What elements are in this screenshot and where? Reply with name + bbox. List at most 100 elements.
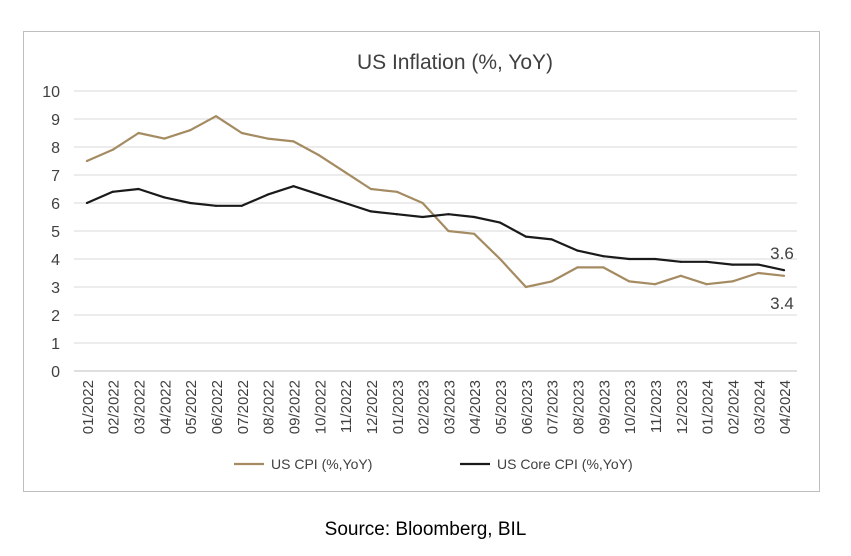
x-tick-label: 07/2023 — [545, 380, 562, 434]
x-tick-label: 03/2023 — [441, 380, 458, 434]
data-point — [653, 257, 657, 261]
x-tick-label: 05/2022 — [183, 380, 200, 434]
data-point — [421, 201, 424, 205]
x-axis-ticks: 01/2022 02/2022 03/2022 04/2022 05/2022 06/20… — [80, 380, 794, 434]
data-point — [731, 280, 734, 283]
chart-canvas: US Inflation (%, YoY) 0 1 2 3 4 5 6 7 8 9 10 01/20… — [42, 51, 797, 472]
data-point — [318, 193, 321, 196]
data-point — [85, 159, 89, 163]
legend-label: US Core CPI (%,YoY) — [497, 456, 633, 472]
x-tick-label: 01/2024 — [700, 380, 717, 434]
data-point — [240, 131, 243, 135]
data-point — [653, 283, 657, 286]
data-point — [189, 129, 192, 132]
data-point — [782, 269, 786, 272]
data-point — [344, 201, 347, 205]
data-point — [137, 187, 140, 191]
x-tick-label: 03/2022 — [132, 380, 149, 434]
x-tick-label: 02/2023 — [416, 380, 433, 434]
data-point — [705, 260, 708, 263]
y-tick-label: 1 — [51, 336, 60, 353]
source-note: Source: Bloomberg, BIL — [324, 519, 527, 540]
data-point — [550, 238, 553, 241]
x-tick-label: 10/2023 — [622, 380, 639, 434]
x-tick-label: 12/2022 — [364, 380, 381, 434]
legend-label: US CPI (%,YoY) — [271, 456, 372, 472]
data-point — [576, 266, 579, 269]
x-tick-label: 08/2023 — [571, 380, 588, 434]
data-point — [498, 257, 502, 261]
series-lines — [85, 115, 786, 289]
data-point — [576, 249, 579, 252]
x-tick-label: 09/2023 — [596, 380, 613, 434]
data-point — [550, 280, 553, 283]
x-tick-label: 01/2022 — [80, 380, 97, 434]
x-tick-label: 11/2023 — [648, 380, 665, 433]
data-point — [369, 187, 373, 191]
data-point — [602, 255, 605, 258]
data-point — [628, 280, 631, 283]
data-point — [318, 154, 321, 157]
y-tick-label: 9 — [51, 112, 60, 129]
x-tick-label: 04/2023 — [467, 380, 484, 434]
series-line-us-cpi — [86, 115, 785, 289]
x-tick-label: 03/2024 — [751, 380, 768, 434]
x-tick-label: 04/2022 — [157, 380, 174, 434]
x-tick-label: 10/2022 — [312, 380, 329, 434]
data-point — [163, 196, 166, 199]
data-point — [705, 283, 708, 286]
data-point — [111, 148, 114, 151]
x-tick-label: 02/2022 — [106, 380, 123, 434]
data-point — [214, 204, 218, 207]
data-point — [757, 263, 760, 266]
y-tick-label: 5 — [51, 224, 60, 241]
data-point — [782, 274, 786, 277]
data-point — [111, 190, 114, 193]
data-point — [395, 190, 398, 193]
data-point — [524, 235, 527, 238]
data-point — [137, 131, 140, 135]
data-point — [266, 193, 269, 196]
x-tick-label: 02/2024 — [725, 380, 742, 434]
data-point — [447, 229, 450, 233]
legend: US CPI (%,YoY) US Core CPI (%,YoY) — [234, 456, 633, 472]
x-tick-label: 06/2023 — [519, 380, 536, 434]
x-tick-label: 05/2023 — [493, 380, 510, 434]
y-tick-label: 8 — [51, 140, 60, 157]
x-tick-label: 07/2022 — [235, 380, 252, 434]
data-point — [524, 285, 527, 289]
data-point — [628, 257, 631, 261]
data-point — [498, 221, 502, 224]
data-point — [292, 140, 295, 143]
data-point — [473, 215, 476, 219]
chart-title: US Inflation (%, YoY) — [357, 51, 553, 74]
data-point — [344, 171, 347, 174]
data-point — [731, 263, 734, 266]
data-point — [602, 266, 605, 269]
data-point — [292, 185, 295, 188]
chart-frame: US Inflation (%, YoY) 0 1 2 3 4 5 6 7 8 9 10 01/20… — [23, 31, 820, 492]
x-tick-label: 11/2022 — [338, 380, 355, 433]
data-point — [421, 215, 424, 219]
data-point — [369, 210, 373, 213]
y-tick-label: 6 — [51, 196, 60, 213]
end-label: 3.6 — [770, 244, 794, 263]
y-tick-label: 0 — [51, 364, 60, 381]
data-point — [163, 137, 166, 140]
data-point — [85, 201, 89, 205]
data-point — [679, 260, 682, 263]
x-tick-label: 06/2022 — [209, 380, 226, 434]
series-line-us-core-cpi — [86, 185, 785, 272]
end-label: 3.4 — [770, 294, 794, 313]
y-tick-label: 7 — [51, 168, 60, 185]
data-point — [473, 232, 476, 235]
data-point — [757, 271, 760, 275]
x-tick-label: 12/2023 — [674, 380, 691, 434]
x-tick-label: 04/2024 — [777, 380, 794, 434]
data-point — [447, 213, 450, 216]
data-point — [679, 274, 682, 277]
data-point — [395, 213, 398, 216]
x-tick-label: 01/2023 — [390, 380, 407, 434]
end-labels: 3.4 3.6 — [770, 244, 794, 313]
x-tick-label: 08/2022 — [261, 380, 278, 434]
